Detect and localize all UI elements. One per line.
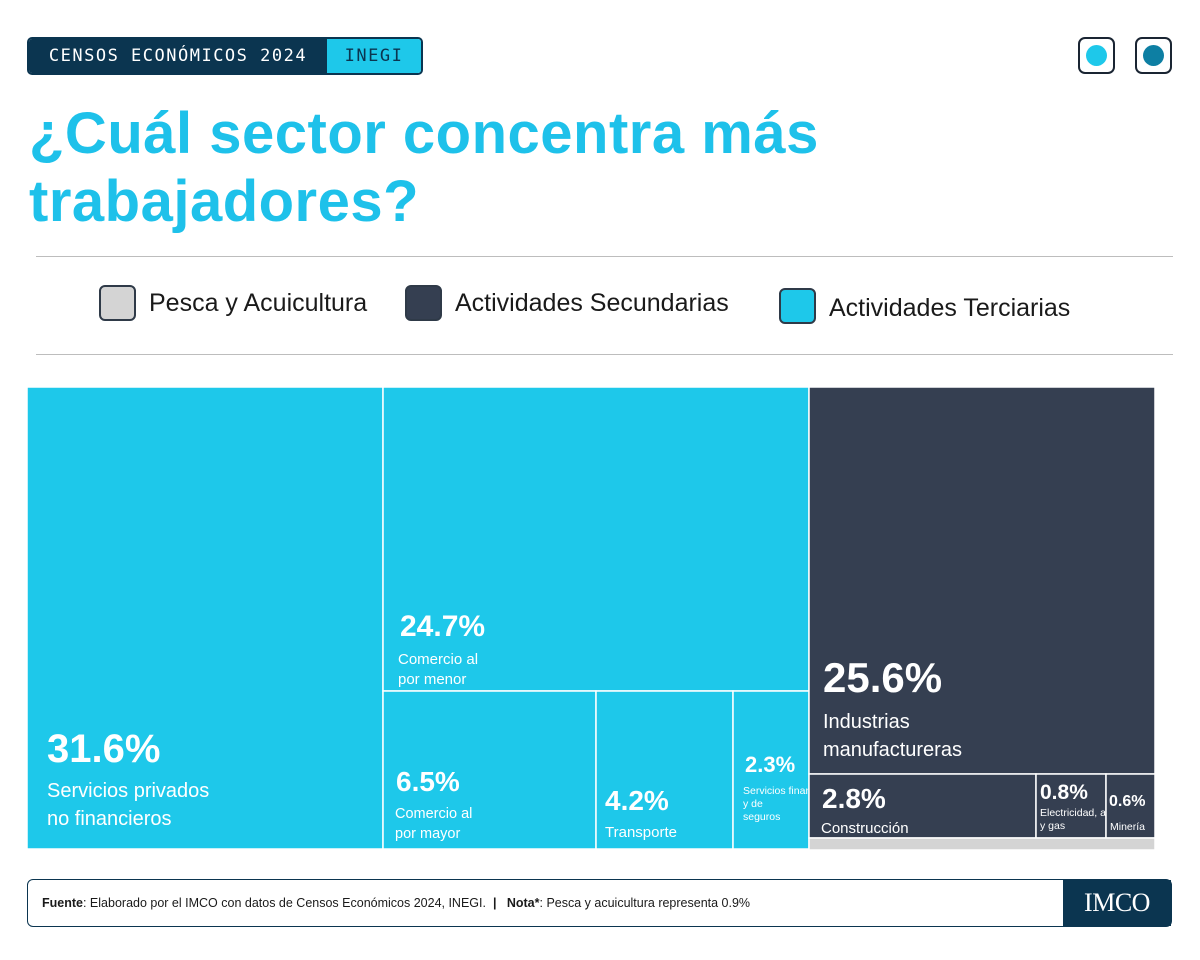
legend-item-secundarias: Actividades Secundarias [405, 285, 729, 321]
source-badge: CENSOS ECONÓMICOS 2024 INEGI [27, 37, 423, 75]
legend-label-pesca: Pesca y Acuicultura [149, 288, 368, 317]
treemap-cell-comercio-al-por-menor [382, 386, 810, 692]
value-label-comercio-al-por-mayor: 6.5% [396, 766, 460, 797]
footer-source-note: Fuente: Elaborado por el IMCO con datos … [42, 880, 750, 926]
value-label-comercio-al-por-menor: 24.7% [400, 610, 485, 643]
page-title: ¿Cuál sector concentra más trabajadores? [29, 100, 1029, 236]
category-label-industrias-manufactureras: Industrias manufactureras [823, 711, 962, 761]
category-label-servicios-privados-no-financieros: Servicios privados no financieros [47, 780, 209, 830]
legend-label-secundarias: Actividades Secundarias [455, 288, 729, 317]
category-label-construccion: Construcción [821, 820, 909, 837]
treemap-cell-industrias-manufactureras [808, 386, 1156, 775]
nota-text: : Pesca y acuicultura representa 0.9% [539, 896, 751, 910]
fuente-label: Fuente [42, 896, 83, 910]
treemap-cell-comercio-al-por-mayor [382, 690, 597, 850]
dark-dot-button[interactable] [1135, 37, 1172, 74]
treemap-cell-pesca-y-acuicultura [808, 837, 1156, 851]
value-label-electricidad-agua-y-gas: 0.8% [1040, 781, 1088, 804]
divider-top [36, 256, 1173, 257]
nota-label: Nota* [506, 896, 540, 910]
category-label-comercio-al-por-menor: Comercio al por menor [398, 651, 478, 688]
category-label-transporte: Transporte [605, 824, 677, 841]
badge-census-label: CENSOS ECONÓMICOS 2024 [29, 39, 327, 73]
legend-swatch-terciarias [779, 288, 816, 324]
fuente-text: : Elaborado por el IMCO con datos de Cen… [82, 896, 486, 910]
light-dot-button[interactable] [1078, 37, 1115, 74]
value-label-transporte: 4.2% [605, 785, 669, 816]
legend-label-terciarias: Actividades Terciarias [829, 293, 1071, 322]
treemap-cell-servicios-privados-no-financieros [26, 386, 384, 850]
light-dot-icon [1086, 45, 1107, 66]
legend-item-pesca: Pesca y Acuicultura [99, 285, 367, 321]
footer-separator: | [492, 896, 497, 910]
category-label-electricidad-agua-y-gas: Electricidad, agua y gas [1040, 807, 1124, 832]
category-label-mineria: Minería [1110, 821, 1145, 833]
treemap-cell-servicios-financieros-y-de-seguros [732, 690, 810, 850]
value-label-construccion: 2.8% [822, 783, 886, 814]
legend-swatch-pesca [99, 285, 136, 321]
category-label-comercio-al-por-mayor: Comercio al por mayor [395, 806, 472, 842]
treemap-cell-mineria [1105, 773, 1156, 839]
treemap-cell-electricidad-agua-y-gas [1035, 773, 1107, 839]
footer: Fuente: Elaborado por el IMCO con datos … [27, 879, 1172, 927]
imco-logo: IMCO [1063, 880, 1171, 926]
title-line-1: ¿Cuál sector concentra más [29, 101, 819, 166]
title-line-2: trabajadores? [29, 169, 420, 234]
value-label-industrias-manufactureras: 25.6% [823, 654, 942, 701]
legend-swatch-secundarias [405, 285, 442, 321]
badge-inegi-label: INEGI [327, 39, 421, 73]
treemap-cell-transporte [595, 690, 734, 850]
value-label-servicios-financieros-y-de-seguros: 2.3% [745, 752, 795, 777]
legend-item-terciarias: Actividades Terciarias [779, 288, 1070, 324]
dark-dot-icon [1143, 45, 1164, 66]
divider-bottom [36, 354, 1173, 355]
value-label-servicios-privados-no-financieros: 31.6% [47, 727, 160, 771]
value-label-mineria: 0.6% [1109, 793, 1145, 810]
